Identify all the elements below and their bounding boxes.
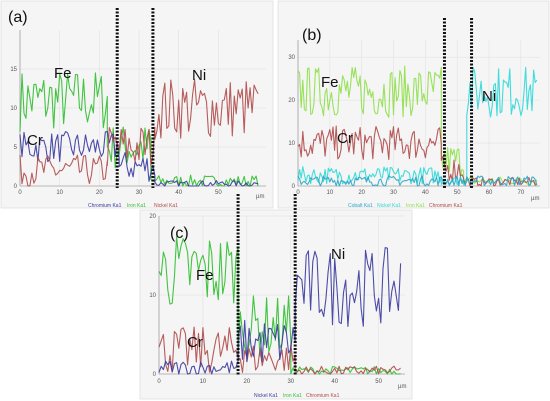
legend-b-2: Iron Ka1 xyxy=(406,203,425,209)
y-tick-a-2: 10 xyxy=(10,106,17,112)
panel-a: 0 10 20 30 40 50 0 5 10 15 (a) Fe Cr Ni µm Chromi… xyxy=(0,0,274,209)
x-tick-c-2: 20 xyxy=(244,379,251,385)
y-tick-b-0: 0 xyxy=(292,184,296,190)
y-tick-a-3: 15 xyxy=(10,67,17,73)
series-line-b-2 xyxy=(297,66,538,186)
series-line-a-0 xyxy=(19,72,259,187)
annotation-fe-c: Fe xyxy=(196,267,214,284)
series-line-c-2 xyxy=(158,247,402,375)
series-line-a-1 xyxy=(19,131,259,187)
x-tick-b-5: 50 xyxy=(454,190,461,196)
legend-a: Chromium Ka1 Iron Ka1 Nickel Ka1 xyxy=(88,203,178,209)
x-tick-a-1: 10 xyxy=(56,190,63,196)
annotation-cr-b: Cr xyxy=(337,130,353,147)
x-tick-b-6: 60 xyxy=(486,190,493,196)
x-tick-b-4: 40 xyxy=(422,190,429,196)
x-tick-c-0: 0 xyxy=(157,379,161,385)
x-tick-c-5: 50 xyxy=(375,379,382,385)
panel-c: 0 10 20 30 40 50 0 10 20 (c) Fe Cr Ni µm Nickel … xyxy=(139,194,413,400)
y-tick-a-0: 0 xyxy=(14,184,18,190)
y-tick-b-1: 10 xyxy=(288,141,295,147)
x-tick-b-1: 10 xyxy=(326,190,333,196)
x-tick-c-1: 10 xyxy=(200,379,207,385)
annotation-cr-a: Cr xyxy=(27,132,43,149)
x-tick-b-7: 70 xyxy=(518,190,525,196)
annotation-ni-a: Ni xyxy=(192,67,206,84)
y-tick-b-2: 20 xyxy=(288,98,295,104)
x-tick-b-3: 30 xyxy=(390,190,397,196)
x-tick-b-2: 20 xyxy=(358,190,365,196)
annotation-ni-b: Ni xyxy=(482,88,496,105)
series-line-a-2 xyxy=(19,79,259,187)
x-tick-c-3: 30 xyxy=(287,379,294,385)
x-tick-c-4: 40 xyxy=(331,379,338,385)
legend-b-1: Nickel Ka1 xyxy=(377,203,401,209)
x-tick-b-0: 0 xyxy=(296,190,300,196)
x-tick-a-0: 0 xyxy=(18,190,22,196)
legend-c-0: Nickel Ka1 xyxy=(254,393,278,399)
annotation-cr-c: Cr xyxy=(187,334,203,351)
y-tick-c-0: 0 xyxy=(153,372,157,378)
x-unit-c: µm xyxy=(398,384,406,390)
y-tick-b-3: 30 xyxy=(288,55,295,61)
y-tick-a-1: 5 xyxy=(14,145,18,151)
legend-c-1: Iron Ka1 xyxy=(283,393,302,399)
x-unit-b: µm xyxy=(531,196,539,202)
annotation-fe-b: Fe xyxy=(321,74,339,91)
annotation-ni-c: Ni xyxy=(331,246,345,263)
legend-c-2: Chromium Ka1 xyxy=(306,393,340,399)
legend-a-1: Iron Ka1 xyxy=(127,203,146,209)
annotation-fe-a: Fe xyxy=(54,65,72,82)
legend-a-2: Nickel Ka1 xyxy=(154,203,178,209)
panel-label-a: (a) xyxy=(8,9,28,26)
x-tick-a-5: 50 xyxy=(215,190,222,196)
legend-b-3: Chromium Ka1 xyxy=(429,203,463,209)
x-tick-a-4: 40 xyxy=(175,190,182,196)
x-tick-a-2: 20 xyxy=(96,190,103,196)
y-tick-c-1: 10 xyxy=(149,293,156,299)
x-unit-a: µm xyxy=(256,194,264,200)
series-line-b-3 xyxy=(297,175,538,187)
x-tick-a-3: 30 xyxy=(136,190,143,196)
legend-b: Cobalt Ka1 Nickel Ka1 Iron Ka1 Chromium … xyxy=(348,203,463,209)
panel-b: 0 10 20 30 40 50 60 70 0 10 20 30 (b) Fe Cr Ni µm C… xyxy=(277,0,550,209)
legend-b-0: Cobalt Ka1 xyxy=(348,203,373,209)
series-line-c-0 xyxy=(158,236,401,375)
legend-a-0: Chromium Ka1 xyxy=(88,203,122,209)
panel-label-b: (b) xyxy=(302,27,322,44)
legend-c: Nickel Ka1 Iron Ka1 Chromium Ka1 xyxy=(254,393,340,399)
y-tick-c-2: 20 xyxy=(149,214,156,220)
series-line-b-1 xyxy=(297,125,537,187)
panel-label-c: (c) xyxy=(170,225,189,242)
